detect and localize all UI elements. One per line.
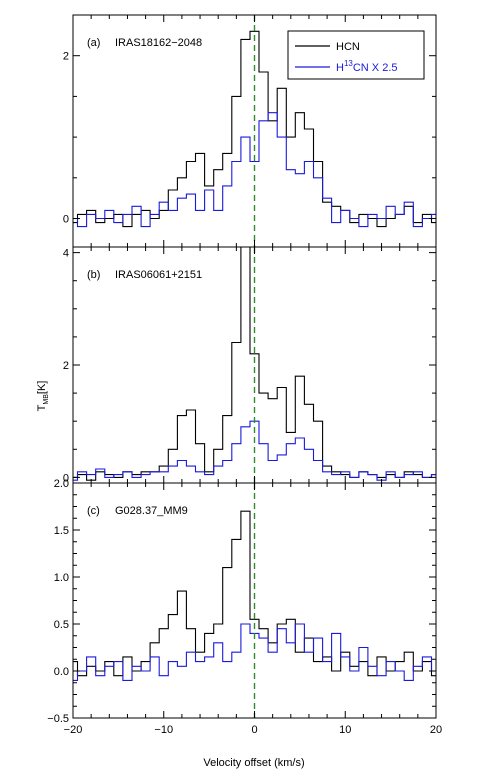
y-tick-label: 1.0 — [54, 572, 69, 584]
legend-label-h13cn: H13CN X 2.5 — [336, 59, 398, 74]
legend-h13cn-prefix: H — [336, 62, 344, 74]
panel-3: −0.5 0.0 0.5 1.0 1.5 2.0 (c) G028.37_MM9 −20 −10 0… — [47, 478, 442, 736]
legend-box — [287, 30, 425, 80]
x-tick-label: −10 — [154, 724, 173, 736]
x-axis-title: Velocity offset (km/s) — [203, 757, 304, 769]
y-tick-label: 2 — [63, 360, 69, 372]
panel-label: (a) — [87, 37, 100, 49]
y-tick-label: 1.5 — [54, 525, 69, 537]
y-axis-title-unit: [K] — [36, 381, 48, 394]
panels: 0 2 (a) IRAS18162−2048 0 2 4 (b) IRAS06061+2151 −… — [47, 14, 442, 736]
legend-h13cn-suffix: CN X 2.5 — [353, 62, 398, 74]
y-tick-label: 0.5 — [54, 619, 69, 631]
series-line-h13cn — [73, 623, 436, 681]
panel-data — [73, 483, 436, 718]
legend-h13cn-sup: 13 — [344, 59, 353, 68]
source-name: G028.37_MM9 — [115, 505, 188, 517]
y-tick-label: 2.0 — [54, 478, 69, 490]
panel-label: (b) — [87, 269, 100, 281]
legend-label-hcn: HCN — [336, 41, 360, 53]
panel-1: 0 2 (a) IRAS18162−2048 — [63, 14, 437, 248]
y-axis-title-sub: MB — [43, 394, 50, 405]
source-name: IRAS06061+2151 — [115, 269, 202, 281]
x-tick-label: 10 — [339, 724, 351, 736]
x-tick-label: 0 — [251, 724, 257, 736]
y-tick-label: 4 — [63, 248, 69, 260]
panel-label: (c) — [87, 505, 100, 517]
series-line-h13cn — [73, 112, 436, 228]
y-tick-label: 0 — [63, 472, 69, 484]
x-tick-label: 20 — [430, 724, 442, 736]
series-line-hcn — [73, 30, 436, 228]
y-axis-title-main: T — [36, 404, 48, 411]
series-line-h13cn — [73, 420, 436, 481]
source-name: IRAS18162−2048 — [115, 37, 202, 49]
panel-data — [73, 247, 436, 483]
y-tick-label: 0.0 — [54, 666, 69, 678]
x-tick-label: −20 — [64, 724, 83, 736]
y-axis-title: TMB[K] — [36, 381, 50, 412]
y-tick-label: 0 — [63, 214, 69, 226]
y-tick-label: 2 — [63, 51, 69, 63]
panel-data — [73, 15, 436, 247]
panel-2: 0 2 4 (b) IRAS06061+2151 — [63, 246, 437, 484]
y-tick-label: −0.5 — [47, 713, 69, 725]
legend: HCN H13CN X 2.5 — [287, 30, 425, 80]
